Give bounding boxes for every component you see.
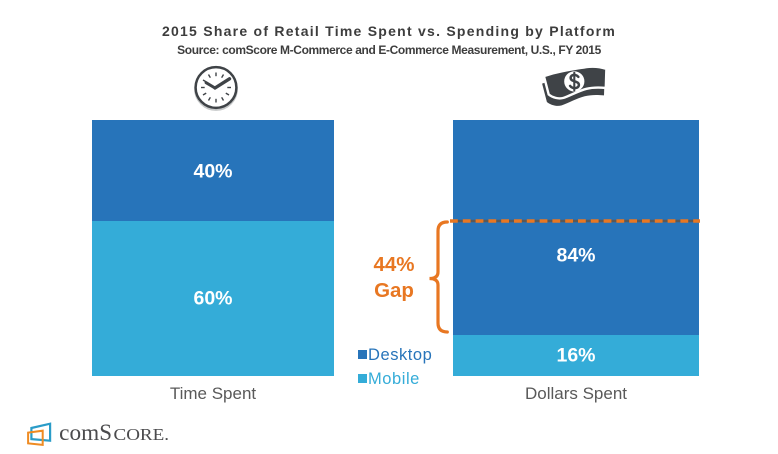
svg-text:CORE.: CORE. bbox=[114, 425, 170, 444]
svg-text:com: com bbox=[59, 420, 99, 445]
svg-text:S: S bbox=[99, 420, 112, 445]
